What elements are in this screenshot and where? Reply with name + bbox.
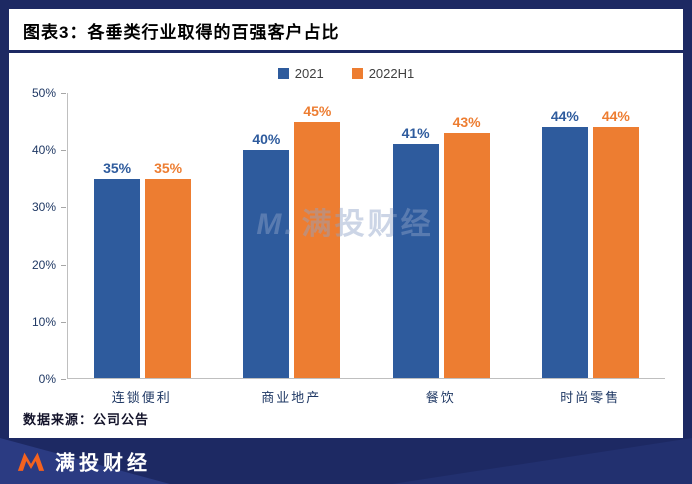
bar-group: 40% 45% <box>217 93 366 378</box>
legend-item-2021: 2021 <box>277 66 324 81</box>
bar-value-label: 35% <box>103 159 132 176</box>
footer-decoration-right <box>392 438 692 484</box>
legend-label-2022h1: 2022H1 <box>368 66 415 81</box>
bar-column: 45% <box>294 93 341 378</box>
bar-value-label: 40% <box>252 131 281 147</box>
bar-column: 35% <box>94 93 141 378</box>
bar-column: 35% <box>145 93 192 378</box>
bar-group: 35% 35% <box>68 93 217 378</box>
bar-value-label: 35% <box>154 159 183 176</box>
plot-area: 35% 35% 40% 45% 41% 43% 44% 44% <box>67 93 665 379</box>
x-category-label: 餐饮 <box>425 389 456 405</box>
brand-logo: 满投财经 <box>16 447 151 476</box>
bar-2021 <box>94 178 141 378</box>
title-underline <box>9 50 683 53</box>
bar-value-label: 43% <box>452 113 481 130</box>
y-tick-label: 10% <box>31 314 67 329</box>
legend: 2021 2022H1 <box>9 66 683 81</box>
bar-2021 <box>541 127 588 378</box>
y-tick-label: 20% <box>31 257 67 272</box>
x-axis: 连锁便利 商业地产 餐饮 时尚零售 <box>67 383 665 409</box>
bar-value-label: 44% <box>550 108 579 125</box>
bar-2022H1 <box>145 178 192 378</box>
bar-chart: M. 满投财经 0% 10% 20% 30% 40% 50% 35% 35% 40% 45% 41%… <box>17 85 673 409</box>
bar-value-label: 44% <box>601 108 630 125</box>
bar-column: 41% <box>392 93 439 378</box>
y-tick-label: 50% <box>31 86 67 100</box>
chart-title: 图表3：各垂类行业取得的百强客户占比 <box>23 23 340 42</box>
bar-value-label: 41% <box>401 125 430 142</box>
brand-m-icon <box>17 452 45 471</box>
y-tick-label: 40% <box>31 143 67 158</box>
bar-2022H1 <box>443 132 490 378</box>
bar-column: 40% <box>243 93 290 378</box>
footer-bar: 满投财经 <box>0 438 692 484</box>
y-axis: 0% 10% 20% 30% 40% 50% <box>17 86 67 386</box>
bar-value-label: 45% <box>303 102 332 119</box>
bar-group: 44% 44% <box>516 93 665 378</box>
bar-2022H1 <box>592 127 639 378</box>
chart-panel: 图表3：各垂类行业取得的百强客户占比 2021 2022H1 M. 满投财经 0%… <box>9 9 683 438</box>
bar-column: 43% <box>443 93 490 378</box>
legend-swatch-2022h1 <box>351 68 363 79</box>
bar-2021 <box>243 150 290 378</box>
brand-name: 满投财经 <box>55 452 151 475</box>
legend-item-2022h1: 2022H1 <box>351 66 415 81</box>
x-category-label: 连锁便利 <box>111 389 172 405</box>
legend-label-2021: 2021 <box>294 66 324 81</box>
y-tick-label: 0% <box>38 372 67 386</box>
bar-column: 44% <box>592 93 639 378</box>
x-category-label: 时尚零售 <box>560 389 621 405</box>
legend-swatch-2021 <box>277 68 289 79</box>
x-category-label: 商业地产 <box>261 389 322 405</box>
bar-group: 41% 43% <box>367 93 516 378</box>
y-tick-label: 30% <box>31 200 67 215</box>
bar-column: 44% <box>541 93 588 378</box>
bar-2022H1 <box>294 121 341 378</box>
source-note: 数据来源：公司公告 <box>23 412 150 427</box>
bar-2021 <box>392 144 439 378</box>
